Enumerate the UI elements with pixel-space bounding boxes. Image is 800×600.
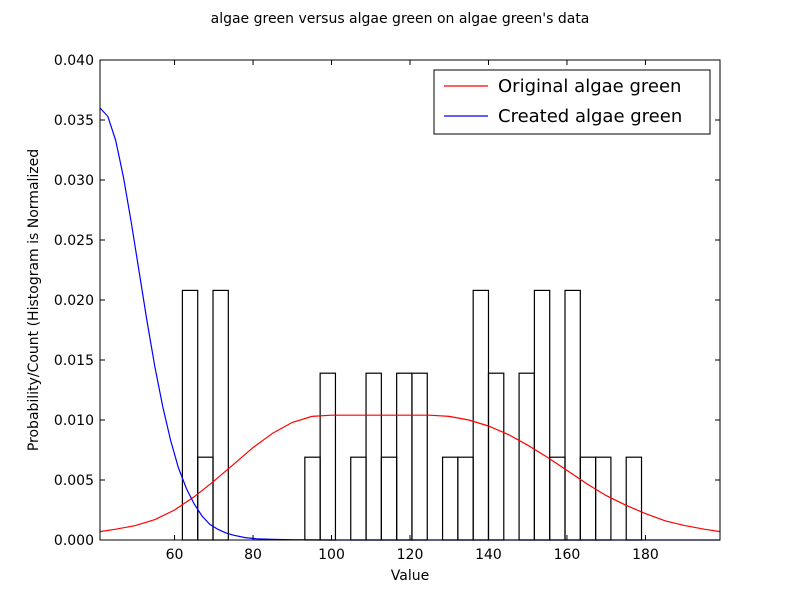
histogram-bar-15 <box>533 289 551 541</box>
histogram-bar-19 <box>595 456 612 541</box>
histogram-bar-1 <box>197 456 214 541</box>
chart-title: algae green versus algae green on algae … <box>211 11 590 27</box>
legend-label-original: Original algae green <box>498 76 681 97</box>
histogram-bar-2 <box>212 289 229 541</box>
x-tick-label-2: 100 <box>318 547 345 563</box>
histogram-bar-14 <box>518 372 535 541</box>
density-curves <box>99 107 721 541</box>
y-axis-label: Probability/Count (Histogram is Normaliz… <box>26 149 42 451</box>
histogram-bar-3 <box>304 456 321 541</box>
x-tick-label-4: 140 <box>475 547 502 563</box>
y-axis-ticks: 0.000 0.005 0.010 0.015 0.020 0.025 0.030 0.035… <box>54 53 720 549</box>
histogram-bar-12 <box>472 289 490 541</box>
y-tick-label-7: 0.035 <box>54 113 94 129</box>
histogram-bar-17 <box>564 289 581 541</box>
series-line-1 <box>99 107 720 541</box>
y-tick-label-0: 0.000 <box>54 533 94 549</box>
y-tick-label-4: 0.020 <box>54 293 94 309</box>
histogram-bar-8 <box>396 372 413 541</box>
legend-box <box>433 69 711 135</box>
x-tick-label-6: 180 <box>632 547 659 563</box>
histogram-bar-16 <box>549 456 566 541</box>
legend: Original algae green Created algae green <box>433 69 711 135</box>
histogram-bar-18 <box>579 456 597 541</box>
histogram-bar-10 <box>441 456 459 541</box>
histogram-bar-20 <box>625 456 643 541</box>
x-tick-label-3: 120 <box>397 547 424 563</box>
y-tick-label-3: 0.015 <box>54 353 94 369</box>
histogram-bar-13 <box>487 372 505 541</box>
histogram-bar-9 <box>411 372 428 541</box>
y-tick-label-2: 0.010 <box>54 413 94 429</box>
series-line-0 <box>99 414 721 533</box>
x-axis-ticks: 60 80 100 120 140 160 180 <box>166 60 659 563</box>
y-tick-label-8: 0.040 <box>54 53 94 69</box>
y-tick-label-5: 0.025 <box>54 233 94 249</box>
x-tick-label-5: 160 <box>554 547 581 563</box>
histogram-bar-5 <box>350 456 367 541</box>
histogram-bar-7 <box>380 456 398 541</box>
y-tick-label-6: 0.030 <box>54 173 94 189</box>
x-axis-label: Value <box>391 568 429 584</box>
histogram-bar-11 <box>457 456 474 541</box>
x-tick-label-1: 80 <box>244 547 262 563</box>
y-tick-label-1: 0.005 <box>54 473 94 489</box>
x-tick-label-0: 60 <box>166 547 184 563</box>
legend-label-created: Created algae green <box>498 106 682 127</box>
histogram-bar-4 <box>319 372 337 541</box>
histogram-bar-6 <box>365 372 382 541</box>
